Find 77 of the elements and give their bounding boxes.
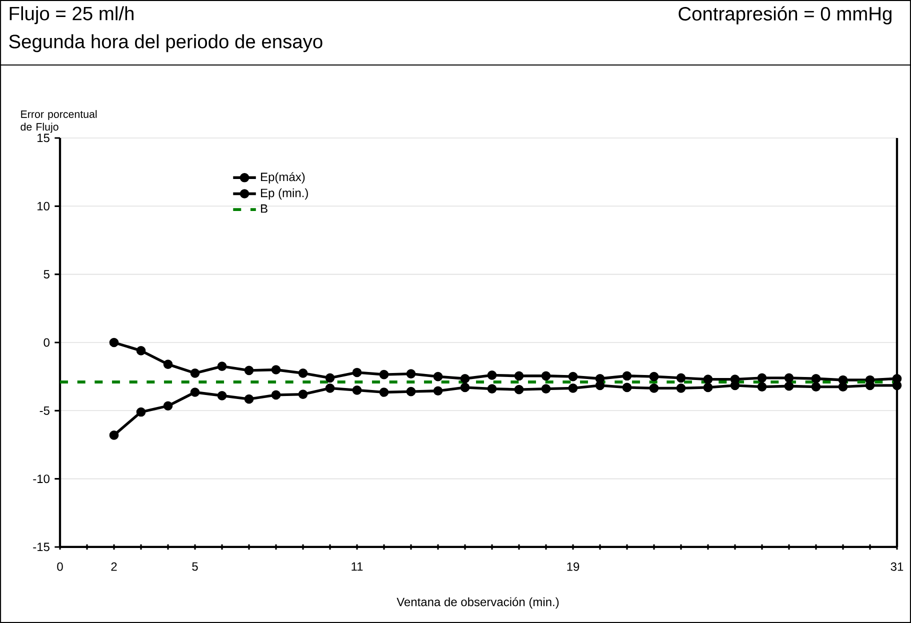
point (757, 373, 767, 383)
point (325, 383, 335, 393)
chart-subtitle: Segunda hora del periodo de ensayo (9, 34, 322, 52)
point (352, 368, 362, 378)
point (892, 374, 902, 384)
point (190, 368, 200, 378)
point (541, 371, 551, 381)
legend-label: Ep (min.) (261, 188, 308, 200)
point (487, 370, 497, 380)
x-tick-label: 0 (57, 562, 63, 571)
point (622, 382, 632, 392)
point (838, 375, 848, 385)
y-tick-label: 10 (38, 202, 50, 210)
x-tick-label: 2 (111, 562, 117, 571)
point (163, 401, 173, 411)
point (811, 382, 821, 392)
point (622, 371, 632, 381)
point (784, 373, 794, 383)
point (703, 382, 713, 392)
point (649, 372, 659, 382)
point (325, 373, 335, 383)
point (163, 360, 173, 369)
point (892, 380, 902, 390)
y-tick-label: -10 (33, 474, 50, 484)
point (568, 372, 578, 382)
point (676, 383, 686, 393)
x-tick-label: 5 (192, 562, 198, 571)
point (244, 366, 254, 376)
y-tick-label: 5 (44, 270, 50, 279)
point (487, 384, 497, 394)
point (298, 390, 308, 399)
legend-label: B (261, 204, 268, 213)
point (406, 369, 416, 379)
point (136, 407, 146, 417)
text: Contrapresión = 0 mmHg (678, 6, 892, 24)
y-tick-label: 0 (44, 338, 50, 347)
point (460, 382, 470, 392)
point (217, 362, 227, 372)
point (541, 384, 551, 394)
point (811, 374, 821, 384)
point (595, 374, 605, 384)
point (595, 380, 605, 390)
y-tick-label: -15 (33, 542, 50, 552)
point (433, 372, 443, 382)
y-tick-label: 15 (38, 134, 50, 142)
point (433, 386, 443, 396)
point (271, 390, 281, 400)
point (568, 383, 578, 393)
x-tick-label: 11 (352, 562, 363, 571)
y-axis-title: Error porcentual de Flujo (20, 110, 97, 133)
point (217, 390, 227, 400)
chart-title: Flujo = 25 ml/h (10, 6, 134, 24)
point (514, 371, 524, 381)
point (109, 430, 119, 440)
point (676, 373, 686, 383)
point (298, 368, 308, 378)
point (271, 365, 281, 374)
point (190, 388, 200, 397)
y-tick-label: -5 (40, 406, 50, 415)
legend-label: Ep(máx) (261, 172, 305, 184)
x-tick-label: 31 (890, 562, 904, 571)
point (838, 382, 848, 392)
point (379, 388, 389, 397)
point (703, 374, 713, 384)
x-axis-title: Ventana de observación (min.) (396, 597, 559, 609)
point (136, 346, 146, 356)
x-tick-label: 19 (567, 562, 580, 571)
point (379, 370, 389, 380)
point (757, 382, 767, 392)
point (352, 386, 362, 395)
point (406, 386, 416, 396)
point (109, 338, 119, 348)
point (784, 381, 794, 391)
point (514, 384, 524, 394)
point (244, 394, 254, 404)
point (460, 374, 470, 384)
point (649, 383, 659, 393)
